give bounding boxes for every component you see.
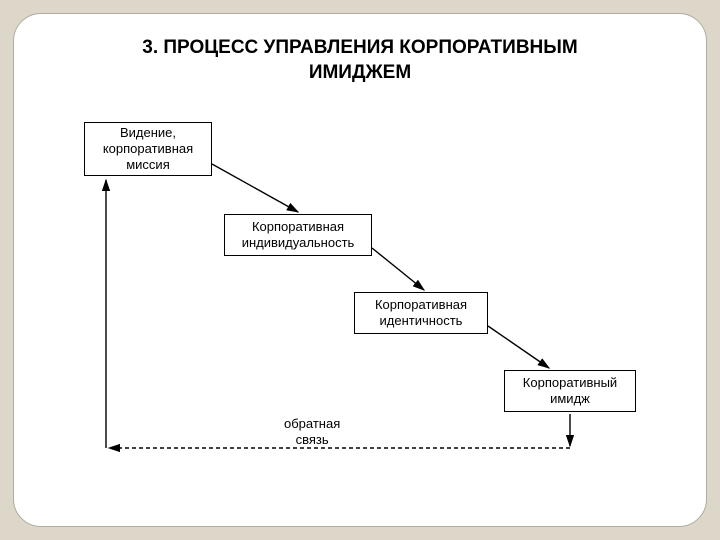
feedback-line-2: связь (296, 432, 329, 447)
edge-n2-n3 (372, 248, 424, 290)
edge-n1-n2 (212, 164, 298, 212)
edge-n3-n4 (488, 326, 549, 368)
slide-frame: 3. ПРОЦЕСС УПРАВЛЕНИЯ КОРПОРАТИВНЫМ ИМИД… (13, 13, 707, 527)
node-n3: Корпоративнаяидентичность (354, 292, 488, 334)
flowchart-diagram: Видение,корпоративнаямиссия Корпоративная… (14, 14, 706, 526)
node-n1: Видение,корпоративнаямиссия (84, 122, 212, 176)
node-n2: Корпоративнаяиндивидуальность (224, 214, 372, 256)
arrows-layer (14, 14, 707, 527)
feedback-label: обратная связь (284, 416, 340, 447)
node-n4: Корпоративныйимидж (504, 370, 636, 412)
feedback-line-1: обратная (284, 416, 340, 431)
